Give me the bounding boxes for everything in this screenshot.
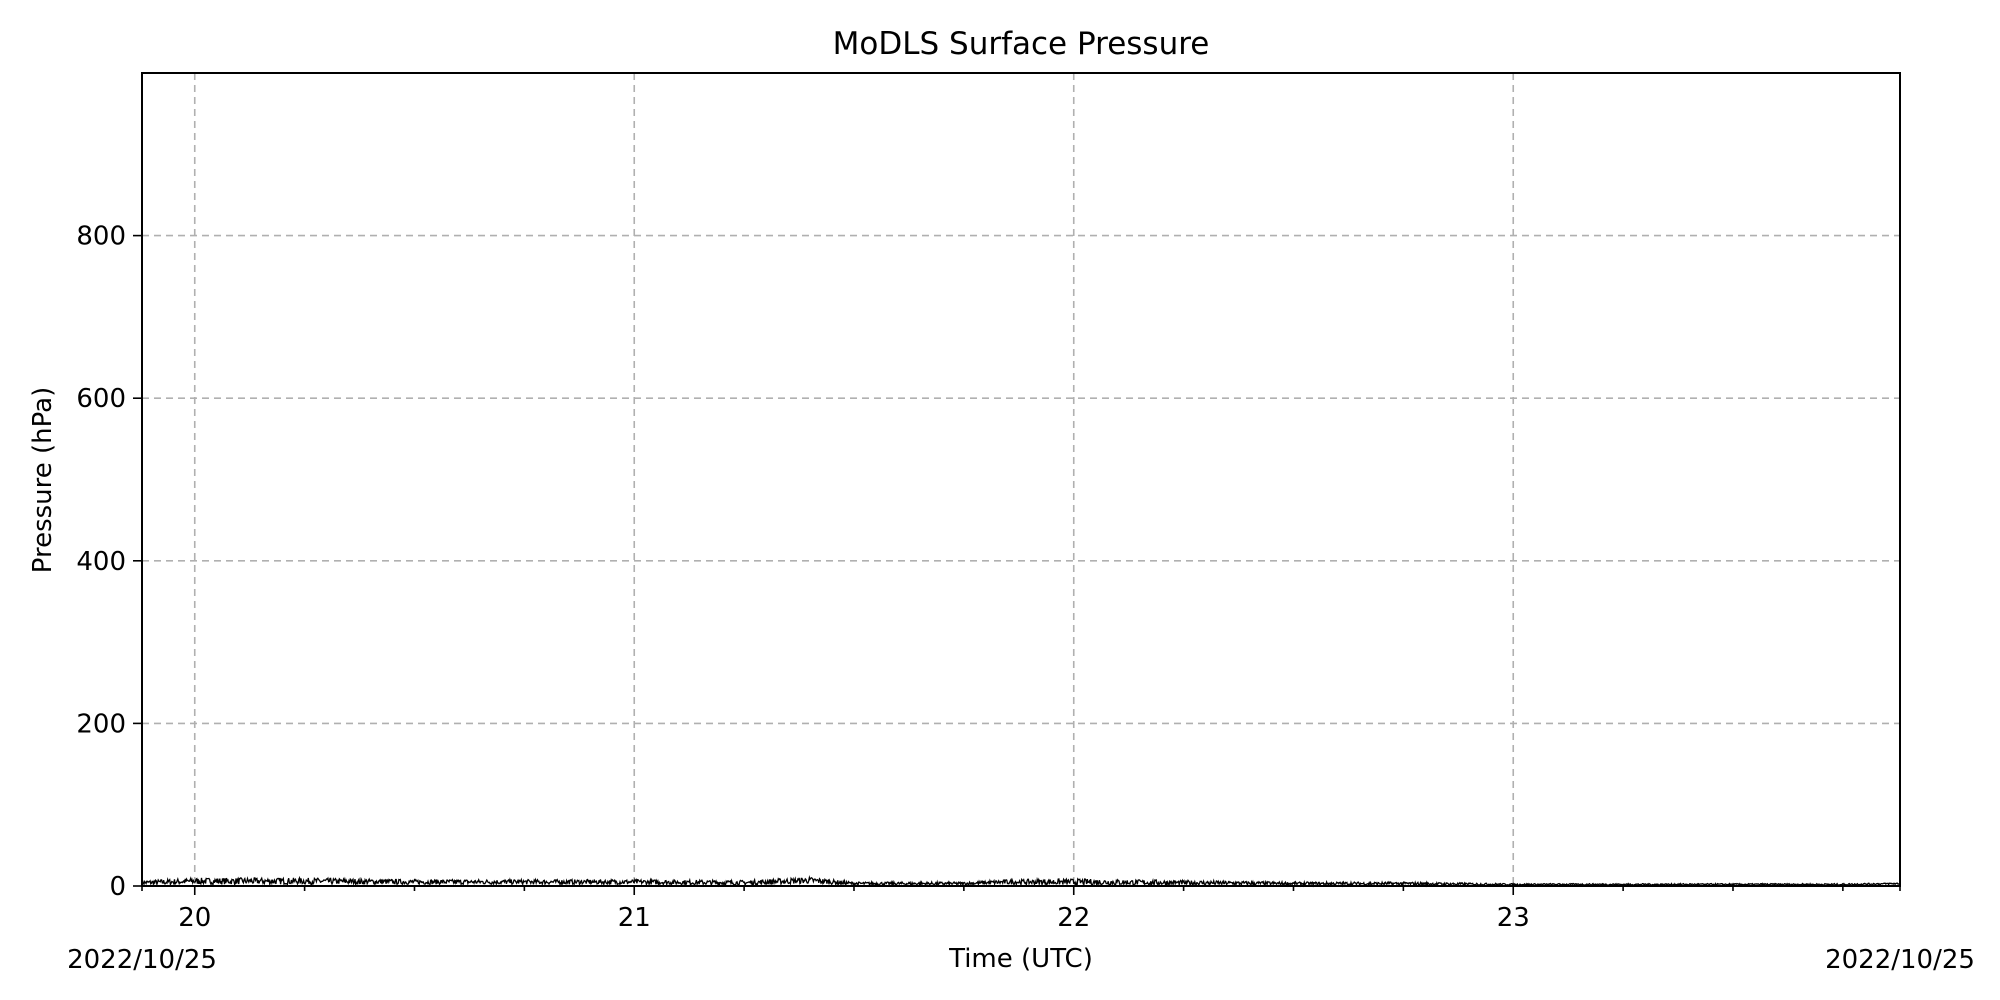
plot-frame	[141, 72, 1901, 887]
grid-layer	[142, 73, 1900, 886]
x-tick-label: 21	[618, 903, 651, 933]
series-layer	[141, 875, 1901, 888]
x-tick-label: 23	[1497, 903, 1530, 933]
pressure-series-line	[141, 875, 1901, 888]
x-tick-label: 22	[1057, 903, 1090, 933]
x-date-label-end: 2022/10/25	[1825, 945, 1975, 975]
tick-layer: 0 200 400 600 800 20 21 22 23	[76, 222, 1901, 933]
y-tick-label: 400	[76, 547, 126, 577]
y-tick-label: 800	[76, 222, 126, 252]
y-axis-label: Pressure (hPa)	[28, 387, 58, 574]
x-axis-label: Time (UTC)	[948, 944, 1093, 974]
x-tick-label: 20	[178, 903, 211, 933]
chart-title: MoDLS Surface Pressure	[833, 26, 1210, 62]
x-date-label-start: 2022/10/25	[67, 945, 217, 975]
y-tick-label: 0	[109, 872, 126, 902]
y-tick-label: 200	[76, 709, 126, 739]
y-tick-label: 600	[76, 384, 126, 414]
